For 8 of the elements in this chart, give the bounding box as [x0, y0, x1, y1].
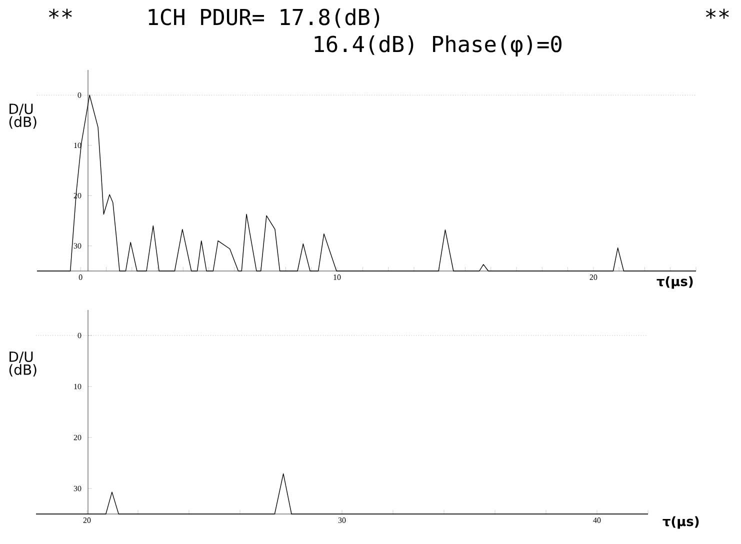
x-axis-title: τ(μs)	[662, 516, 699, 529]
chart-title: 1CH PDUR= 17.8(dB)	[148, 8, 380, 28]
x-axis-title: τ(μs)	[656, 276, 693, 289]
text: **	[48, 8, 72, 19]
text: **	[706, 8, 729, 19]
y-axis-title: D/U (dB)	[9, 104, 36, 129]
chart-subtitle: 16.4(dB) Phase(φ)=0	[314, 35, 562, 57]
y-axis-title: D/U (dB)	[9, 352, 36, 377]
